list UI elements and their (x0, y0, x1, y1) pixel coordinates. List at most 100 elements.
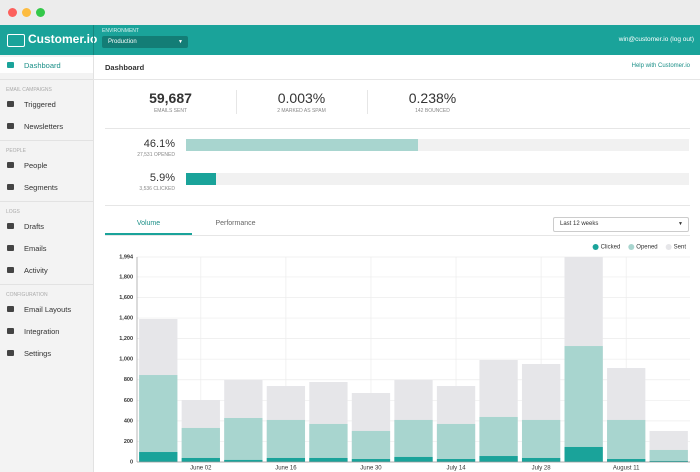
nav-icon (7, 267, 14, 273)
chart: 0 200 400 600 800 1,000 1,200 1,400 1,600 1,800 1,… (119, 244, 690, 472)
nav-label: Email Layouts (24, 305, 72, 314)
x-tick-label: June 30 (360, 466, 382, 472)
nav-label: Integration (24, 327, 60, 336)
separator (0, 140, 93, 141)
bar (181, 457, 220, 462)
env-value: Production (108, 39, 137, 45)
y-tick-label: 200 (124, 439, 133, 445)
close-button[interactable] (8, 8, 17, 17)
bar (351, 459, 391, 462)
bar (394, 456, 433, 462)
divider (367, 90, 368, 114)
x-tick-label: July 14 (447, 466, 467, 472)
bar (309, 457, 348, 462)
nav-item[interactable]: Drafts (0, 218, 93, 234)
logo[interactable]: Customer.io (28, 32, 98, 46)
section-label: CONFIGURATION (6, 292, 48, 298)
bar (224, 417, 263, 462)
bar (394, 419, 433, 462)
nav-item[interactable]: Dashboard (0, 57, 93, 73)
legend-label: Sent (674, 245, 687, 251)
nav-icon (7, 184, 14, 190)
y-tick-label: 400 (124, 418, 133, 424)
section-label: PEOPLE (6, 148, 27, 154)
range-select[interactable]: Last 12 weeks ▼ (553, 217, 689, 232)
user-link[interactable]: win@customer.io (log out) (618, 36, 694, 43)
nav-item[interactable]: Newsletters (0, 118, 93, 134)
y-tick-label: 800 (124, 377, 133, 383)
tab[interactable]: Volume (105, 215, 192, 235)
page-header: Dashboard Help with Customer.io (93, 55, 700, 80)
nav-item[interactable]: Triggered (0, 96, 93, 112)
y-tick-label: 600 (124, 398, 133, 404)
bar (521, 419, 561, 462)
stat-label: EMAILS SENT (153, 108, 188, 114)
separator (0, 201, 93, 202)
nav-label: People (24, 161, 48, 170)
nav-icon (7, 101, 14, 107)
rate-label: 5.9% (149, 172, 175, 184)
minimize-button[interactable] (22, 8, 31, 17)
legend-label: Opened (636, 245, 657, 251)
stat-value: 0.003% (277, 90, 326, 106)
separator (0, 284, 93, 285)
nav-icon (7, 350, 14, 356)
tab[interactable]: Performance (215, 220, 256, 227)
nav-label: Newsletters (24, 122, 64, 131)
bar (224, 459, 263, 462)
nav-label: Activity (24, 266, 48, 275)
sidebar: Dashboard EMAIL CAMPAIGNS Triggered Newslet… (0, 55, 94, 472)
nav-item[interactable]: Email Layouts (0, 301, 93, 317)
env-label: ENVIRONMENT (102, 28, 139, 34)
nav-item[interactable]: Activity (0, 262, 93, 278)
nav-label: Settings (24, 349, 52, 358)
y-tick-label: 1,000 (119, 357, 133, 363)
bar (521, 457, 561, 462)
bar (266, 457, 306, 462)
y-tick-label: 1,800 (119, 274, 133, 280)
bar (139, 452, 178, 462)
legend-label: Clicked (601, 245, 621, 251)
bar (564, 446, 603, 462)
stat-label: 142 BOUNCED (415, 108, 450, 114)
legend-swatch (592, 244, 599, 250)
rate-bar (186, 139, 418, 151)
nav-label: Triggered (24, 100, 56, 109)
help-link[interactable]: Help with Customer.io (631, 63, 690, 69)
nav-label: Dashboard (24, 61, 61, 70)
stat-value: 59,687 (149, 90, 192, 106)
tabs: Volume Performance (105, 215, 690, 236)
separator (105, 128, 690, 129)
x-tick-label: June 02 (190, 466, 212, 472)
bar (436, 423, 476, 462)
env-dropdown[interactable]: Production ▼ (102, 36, 188, 48)
nav-label: Emails (24, 244, 47, 253)
legend-swatch (665, 244, 672, 250)
nav-icon (7, 162, 14, 168)
bar (564, 346, 603, 462)
range-value: Last 12 weeks (560, 221, 599, 227)
bar (351, 430, 391, 462)
maximize-button[interactable] (36, 8, 45, 17)
x-tick-label: July 28 (532, 466, 552, 472)
nav-item[interactable]: People (0, 157, 93, 173)
bar (607, 419, 646, 462)
separator (0, 79, 93, 80)
nav-icon (7, 245, 14, 251)
header: Customer.io ENVIRONMENT Production ▼ win… (0, 25, 700, 55)
nav-item[interactable]: Emails (0, 240, 93, 256)
bar (479, 416, 518, 462)
bar (649, 449, 688, 462)
bar (139, 375, 178, 462)
y-tick-label: 1,400 (119, 316, 133, 322)
nav-label: Segments (24, 183, 58, 192)
nav-icon (7, 306, 14, 312)
stat-label: 2 MARKED AS SPAM (277, 108, 326, 114)
divider (236, 90, 237, 114)
nav-item[interactable]: Settings (0, 345, 93, 361)
y-tick-label: 1,200 (119, 336, 133, 342)
nav-item[interactable]: Segments (0, 179, 93, 195)
dropdown-arrow: ▼ (678, 221, 683, 227)
nav-item[interactable]: Integration (0, 323, 93, 339)
